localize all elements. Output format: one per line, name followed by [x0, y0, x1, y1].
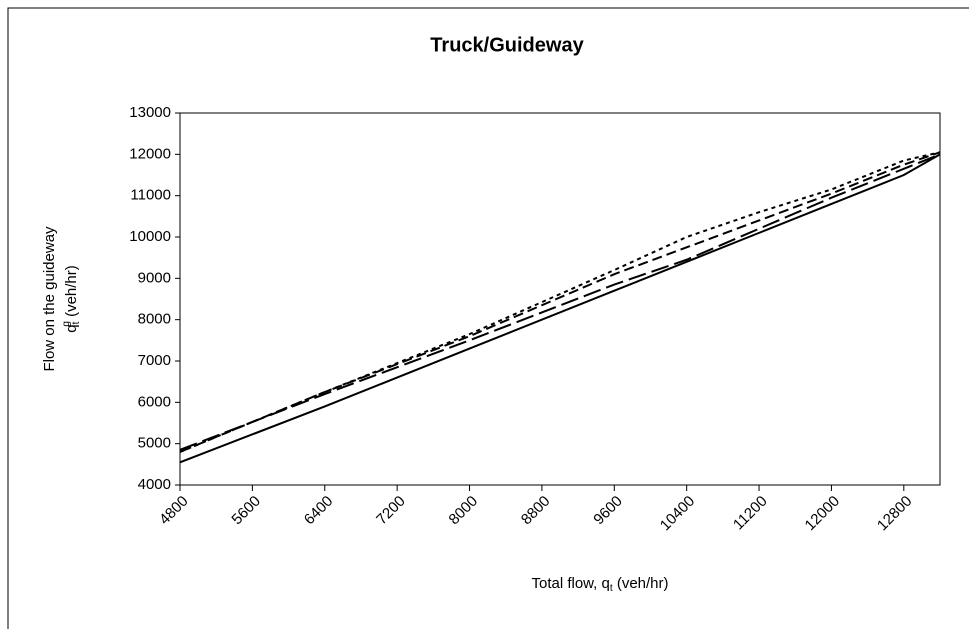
y-tick-label: 13000	[129, 104, 171, 121]
chart-title: Truck/Guideway	[430, 34, 584, 56]
series-line	[179, 153, 941, 451]
y-axis-label-line: Flow on the guideway	[41, 226, 58, 372]
x-tick-label: 6400	[301, 493, 337, 529]
x-tick-label: 5600	[228, 493, 264, 529]
x-tick-label: 4800	[156, 493, 192, 529]
y-tick-label: 6000	[138, 393, 171, 410]
series-line	[179, 151, 941, 453]
y-tick-label: 4000	[138, 476, 171, 493]
x-tick-label: 9600	[590, 493, 626, 529]
x-axis-label: Total flow, qt (veh/hr)	[531, 575, 668, 594]
x-tick-label: 7200	[373, 493, 409, 529]
y-tick-label: 8000	[138, 311, 171, 328]
series-line	[179, 151, 941, 453]
x-tick-label: 11200	[730, 493, 771, 534]
y-tick-label: 5000	[138, 435, 171, 452]
plot-border	[179, 112, 941, 486]
y-axis-label-line: qtg (veh/hr)	[61, 265, 82, 333]
x-tick-label: 8000	[446, 493, 482, 529]
x-tick-label: 8800	[518, 493, 554, 529]
chart-border	[7, 7, 969, 629]
y-tick-label: 7000	[138, 352, 171, 369]
y-tick-label: 10000	[129, 228, 171, 245]
y-axis-label: Flow on the guideway qtg (veh/hr)	[41, 226, 82, 372]
y-tick-label: 9000	[138, 269, 171, 286]
y-tick-label: 11000	[130, 187, 171, 204]
series-line	[179, 153, 941, 464]
x-tick-label: 10400	[657, 493, 699, 535]
x-tick-label: 12000	[802, 493, 844, 535]
y-tick-label: 12000	[129, 145, 171, 162]
x-tick-label: 12800	[874, 493, 916, 535]
